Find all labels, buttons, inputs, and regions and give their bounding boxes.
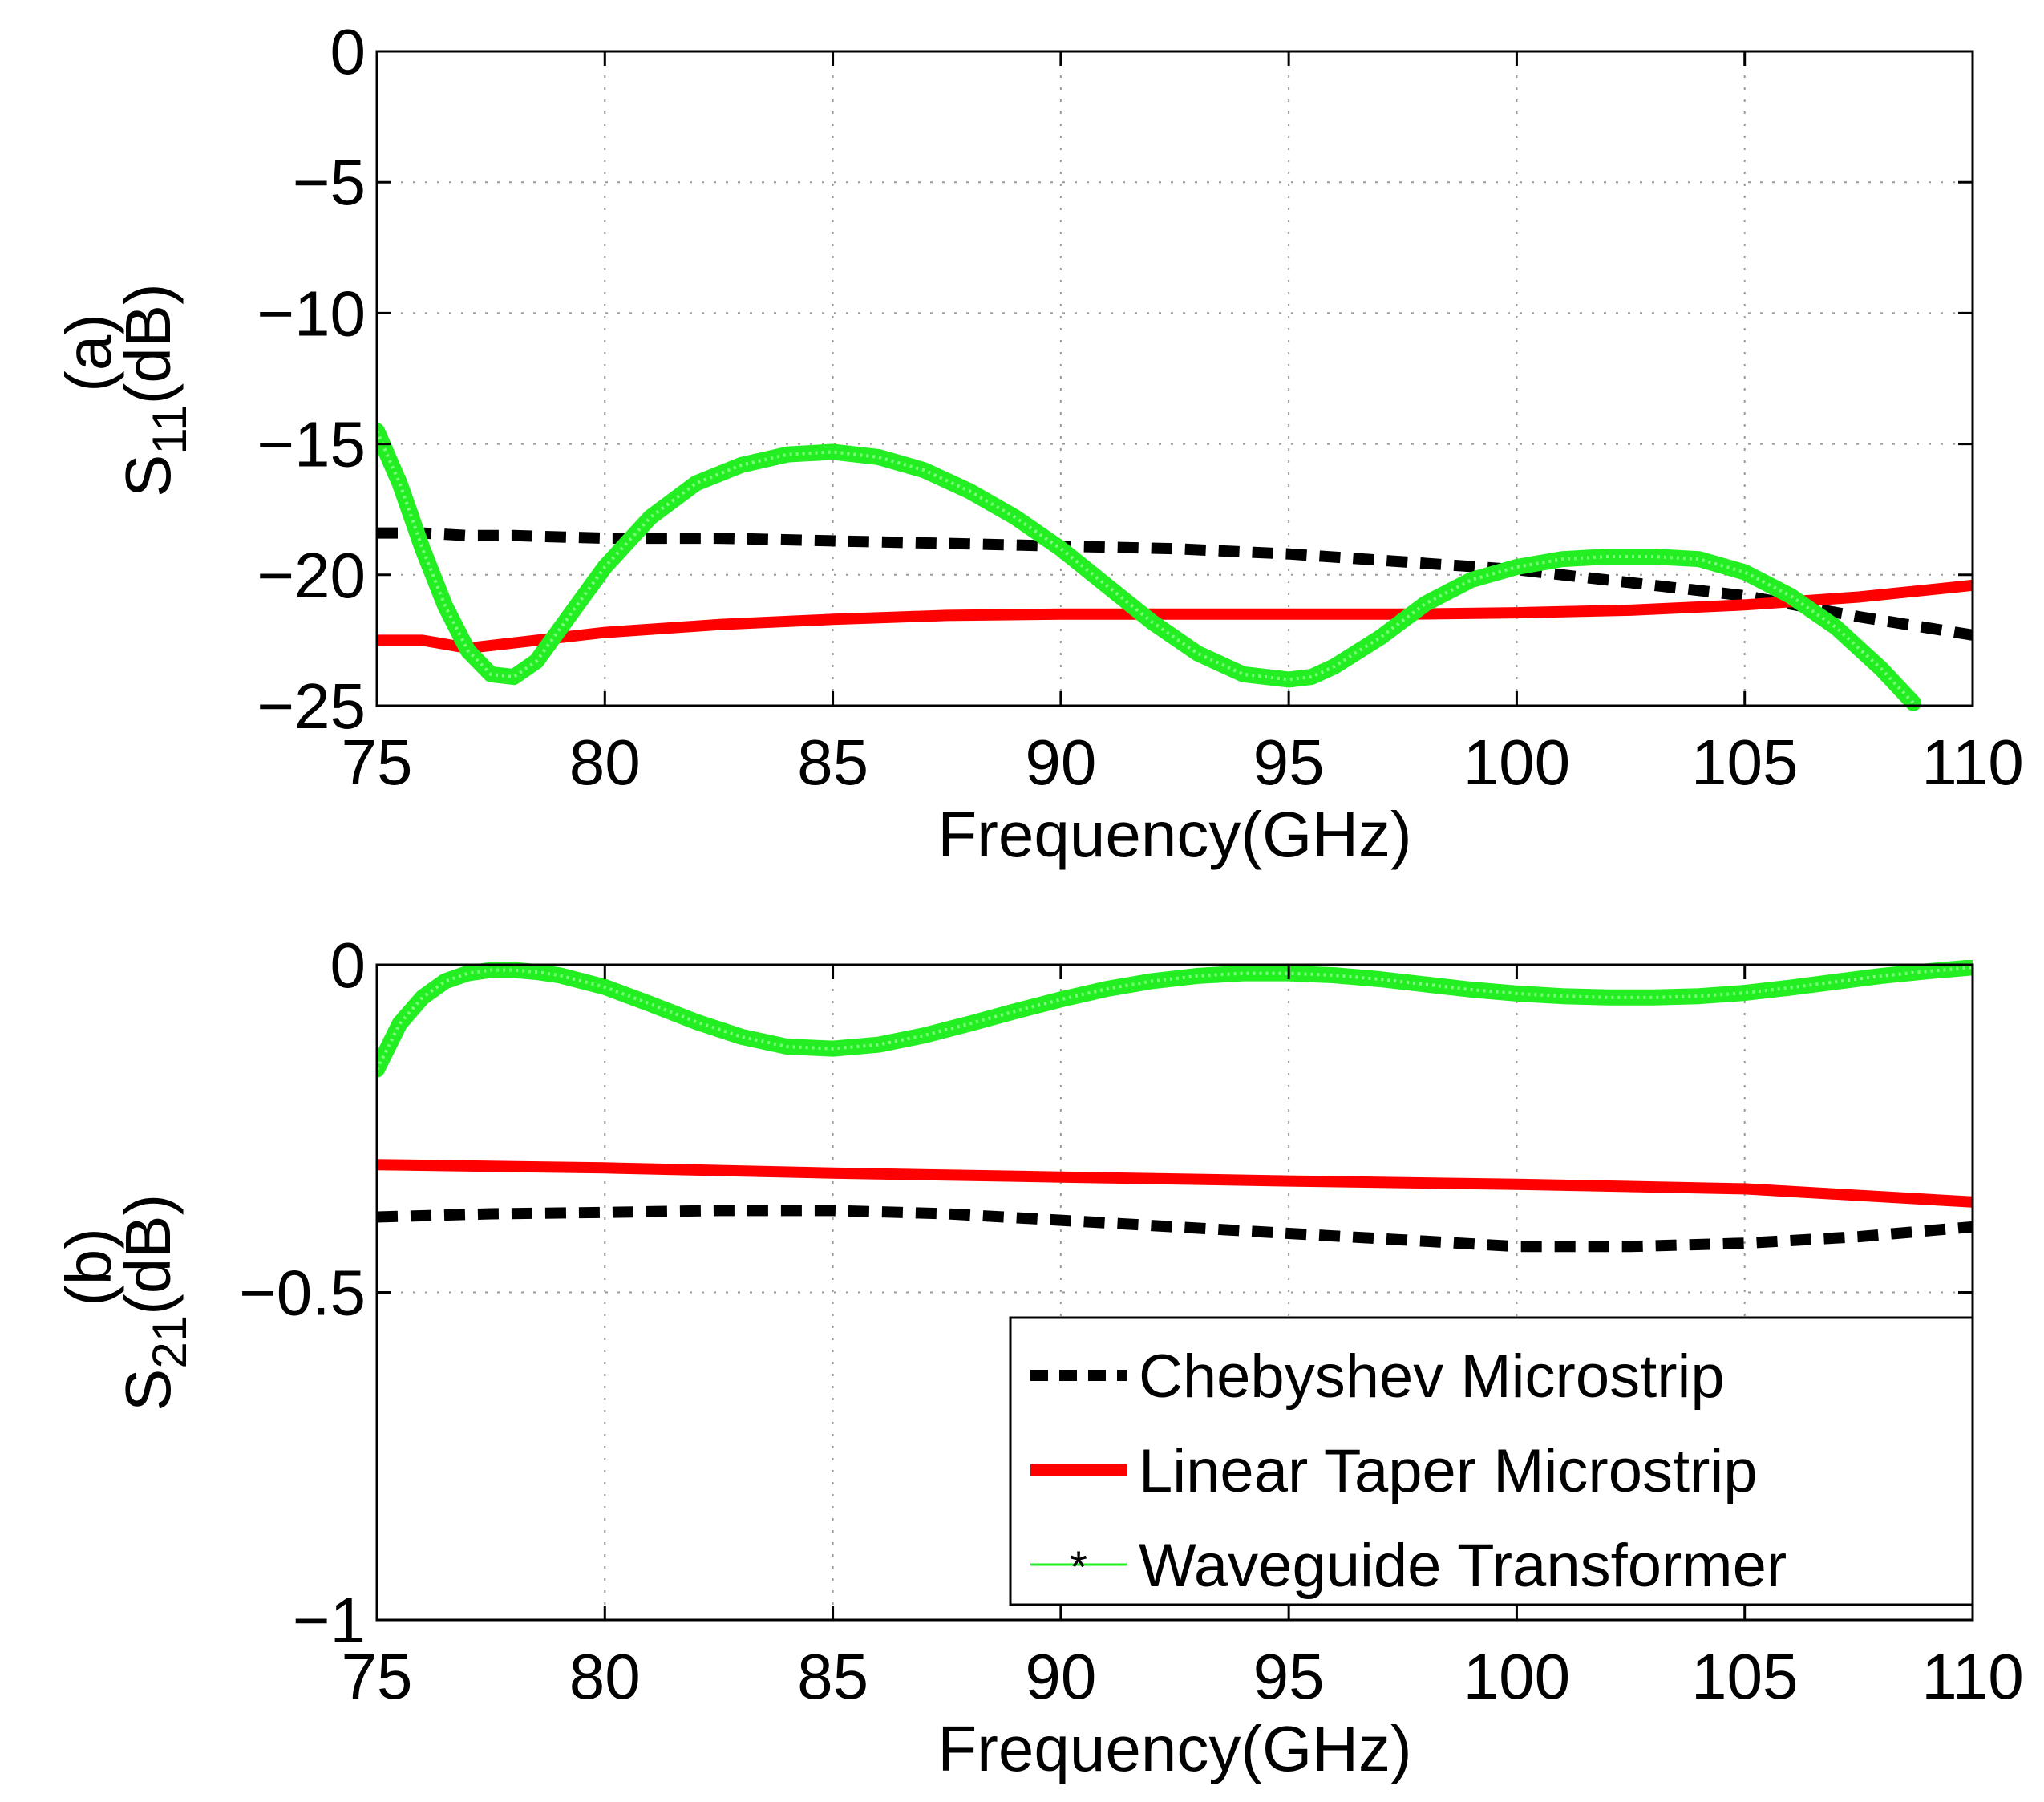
x-tick-label: 95	[1253, 1641, 1325, 1712]
x-tick-label: 100	[1463, 1641, 1570, 1712]
x-tick-label: 100	[1463, 727, 1570, 798]
x-tick-label: 75	[342, 727, 413, 798]
y-axis-unit: (dB)	[112, 283, 184, 404]
y-axis-title: S11(dB)	[112, 283, 196, 497]
panel-b-s21: 75 80 85 90 95 100 105 110 0 −0.5 −1 Frequency(GHz)…	[53, 929, 2024, 1784]
legend-label: Chebyshev Microstrip	[1139, 1342, 1725, 1411]
legend: Chebyshev Microstrip Linear Taper Microst…	[1009, 1316, 1974, 1606]
axes-box	[375, 50, 1974, 707]
legend-star-icon: *	[1070, 1541, 1087, 1592]
panel-label: (a)	[53, 314, 124, 392]
x-tick-label: 80	[569, 1641, 641, 1712]
x-tick-label: 90	[1025, 1641, 1096, 1712]
y-tick-label: −10	[257, 277, 366, 349]
y-tick-label: −15	[257, 409, 366, 480]
x-tick-label: 80	[569, 727, 641, 798]
y-tick-label: −1	[293, 1585, 366, 1656]
panel-label: (b)	[53, 1228, 124, 1306]
x-tick-label: 75	[342, 1641, 413, 1712]
y-axis-subscript: 11	[143, 404, 196, 454]
series-line-linear-taper	[377, 579, 1973, 654]
x-axis-label: Frequency(GHz)	[937, 1713, 1411, 1784]
y-tick-label: 0	[330, 16, 366, 87]
x-tick-label: 110	[1921, 727, 2024, 798]
panel-a-s11: 75 80 85 90 95 100 105 110 0 −5 −10 −15 −20 −25 Freque…	[53, 16, 2024, 870]
x-axis-label: Frequency(GHz)	[937, 799, 1411, 870]
x-tick-label: 85	[797, 1641, 868, 1712]
y-axis-symbol: S	[112, 1369, 184, 1411]
y-tick-label: −25	[257, 670, 366, 742]
x-tick-label: 105	[1691, 1641, 1798, 1712]
y-axis-subscript: 21	[143, 1315, 196, 1369]
legend-box	[1009, 1316, 1974, 1606]
legend-label: Linear Taper Microstrip	[1139, 1437, 1758, 1505]
y-axis-label: (b)S21(dB)	[53, 1194, 196, 1411]
y-tick-label: −20	[257, 540, 366, 611]
x-tick-label: 90	[1025, 727, 1096, 798]
y-axis-label: (a)S11(dB)	[53, 283, 196, 497]
y-axis-symbol: S	[112, 455, 184, 497]
y-axis-title: S21(dB)	[112, 1194, 196, 1411]
series-line-chebyshev	[377, 1205, 1973, 1253]
series-line-waveguide	[377, 423, 1922, 711]
legend-label: Waveguide Transformer	[1139, 1532, 1787, 1600]
y-tick-label: −5	[293, 147, 366, 218]
x-tick-label: 110	[1921, 1641, 2024, 1712]
y-tick-label: 0	[330, 929, 366, 1001]
y-tick-label: −0.5	[239, 1257, 366, 1329]
x-tick-label: 105	[1691, 727, 1798, 798]
x-tick-label: 85	[797, 727, 868, 798]
x-tick-label: 95	[1253, 727, 1325, 798]
series-line-linear-taper	[377, 1159, 1973, 1208]
series-markers-waveguide	[377, 966, 1973, 1071]
y-axis-unit: (dB)	[112, 1194, 184, 1315]
